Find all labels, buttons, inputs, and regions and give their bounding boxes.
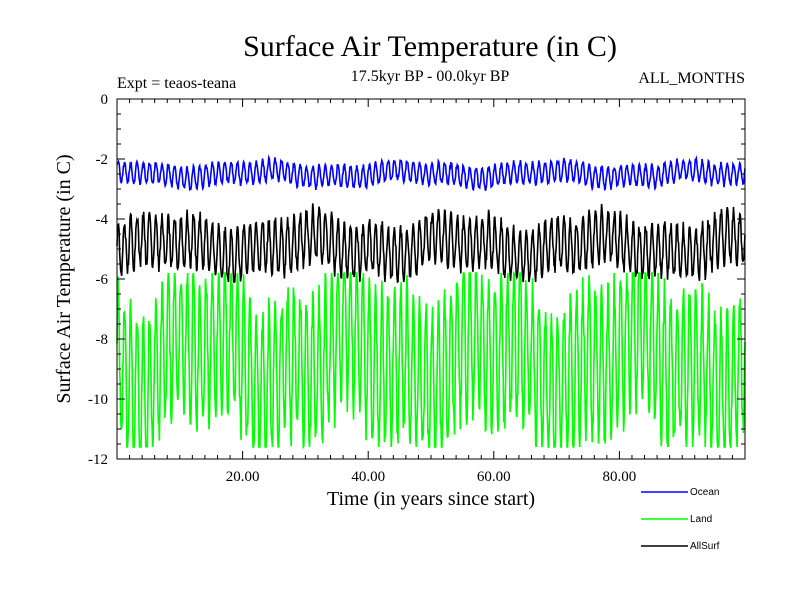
chart-title: Surface Air Temperature (in C) <box>243 30 617 63</box>
y-tick-label: -8 <box>96 332 109 348</box>
experiment-label: Expt = teaos-teana <box>117 75 236 92</box>
ticks-layer: 20.00 40.00 60.00 80.00 0 -2 -4 -6 -8 -10 -12 <box>88 92 745 485</box>
series-layer <box>116 154 746 450</box>
y-tick-label: 0 <box>101 92 109 108</box>
x-axis-label: Time (in years since start) <box>327 488 535 510</box>
y-tick-label: -10 <box>88 392 108 408</box>
legend-label-allsurf: AllSurf <box>690 541 720 552</box>
x-tick-label: 80.00 <box>603 469 637 485</box>
x-tick-label: 40.00 <box>351 469 385 485</box>
legend-label-ocean: Ocean <box>690 487 719 498</box>
y-tick-label: -2 <box>96 152 109 168</box>
series-line-ocean <box>116 154 746 192</box>
y-tick-label: -12 <box>88 452 108 468</box>
chart-subtitle: 17.5kyr BP - 00.0kyr BP <box>351 68 510 85</box>
months-label: ALL_MONTHS <box>638 70 745 87</box>
x-tick-label: 60.00 <box>477 469 511 485</box>
series-line-land <box>116 270 746 450</box>
x-tick-label: 20.00 <box>226 469 260 485</box>
legend: Ocean Land AllSurf <box>641 487 720 552</box>
series-line-allsurf <box>116 203 746 284</box>
y-tick-label: -4 <box>96 212 109 228</box>
legend-label-land: Land <box>690 514 712 525</box>
y-axis-label: Surface Air Temperature (in C) <box>53 154 75 403</box>
y-tick-label: -6 <box>96 272 109 288</box>
